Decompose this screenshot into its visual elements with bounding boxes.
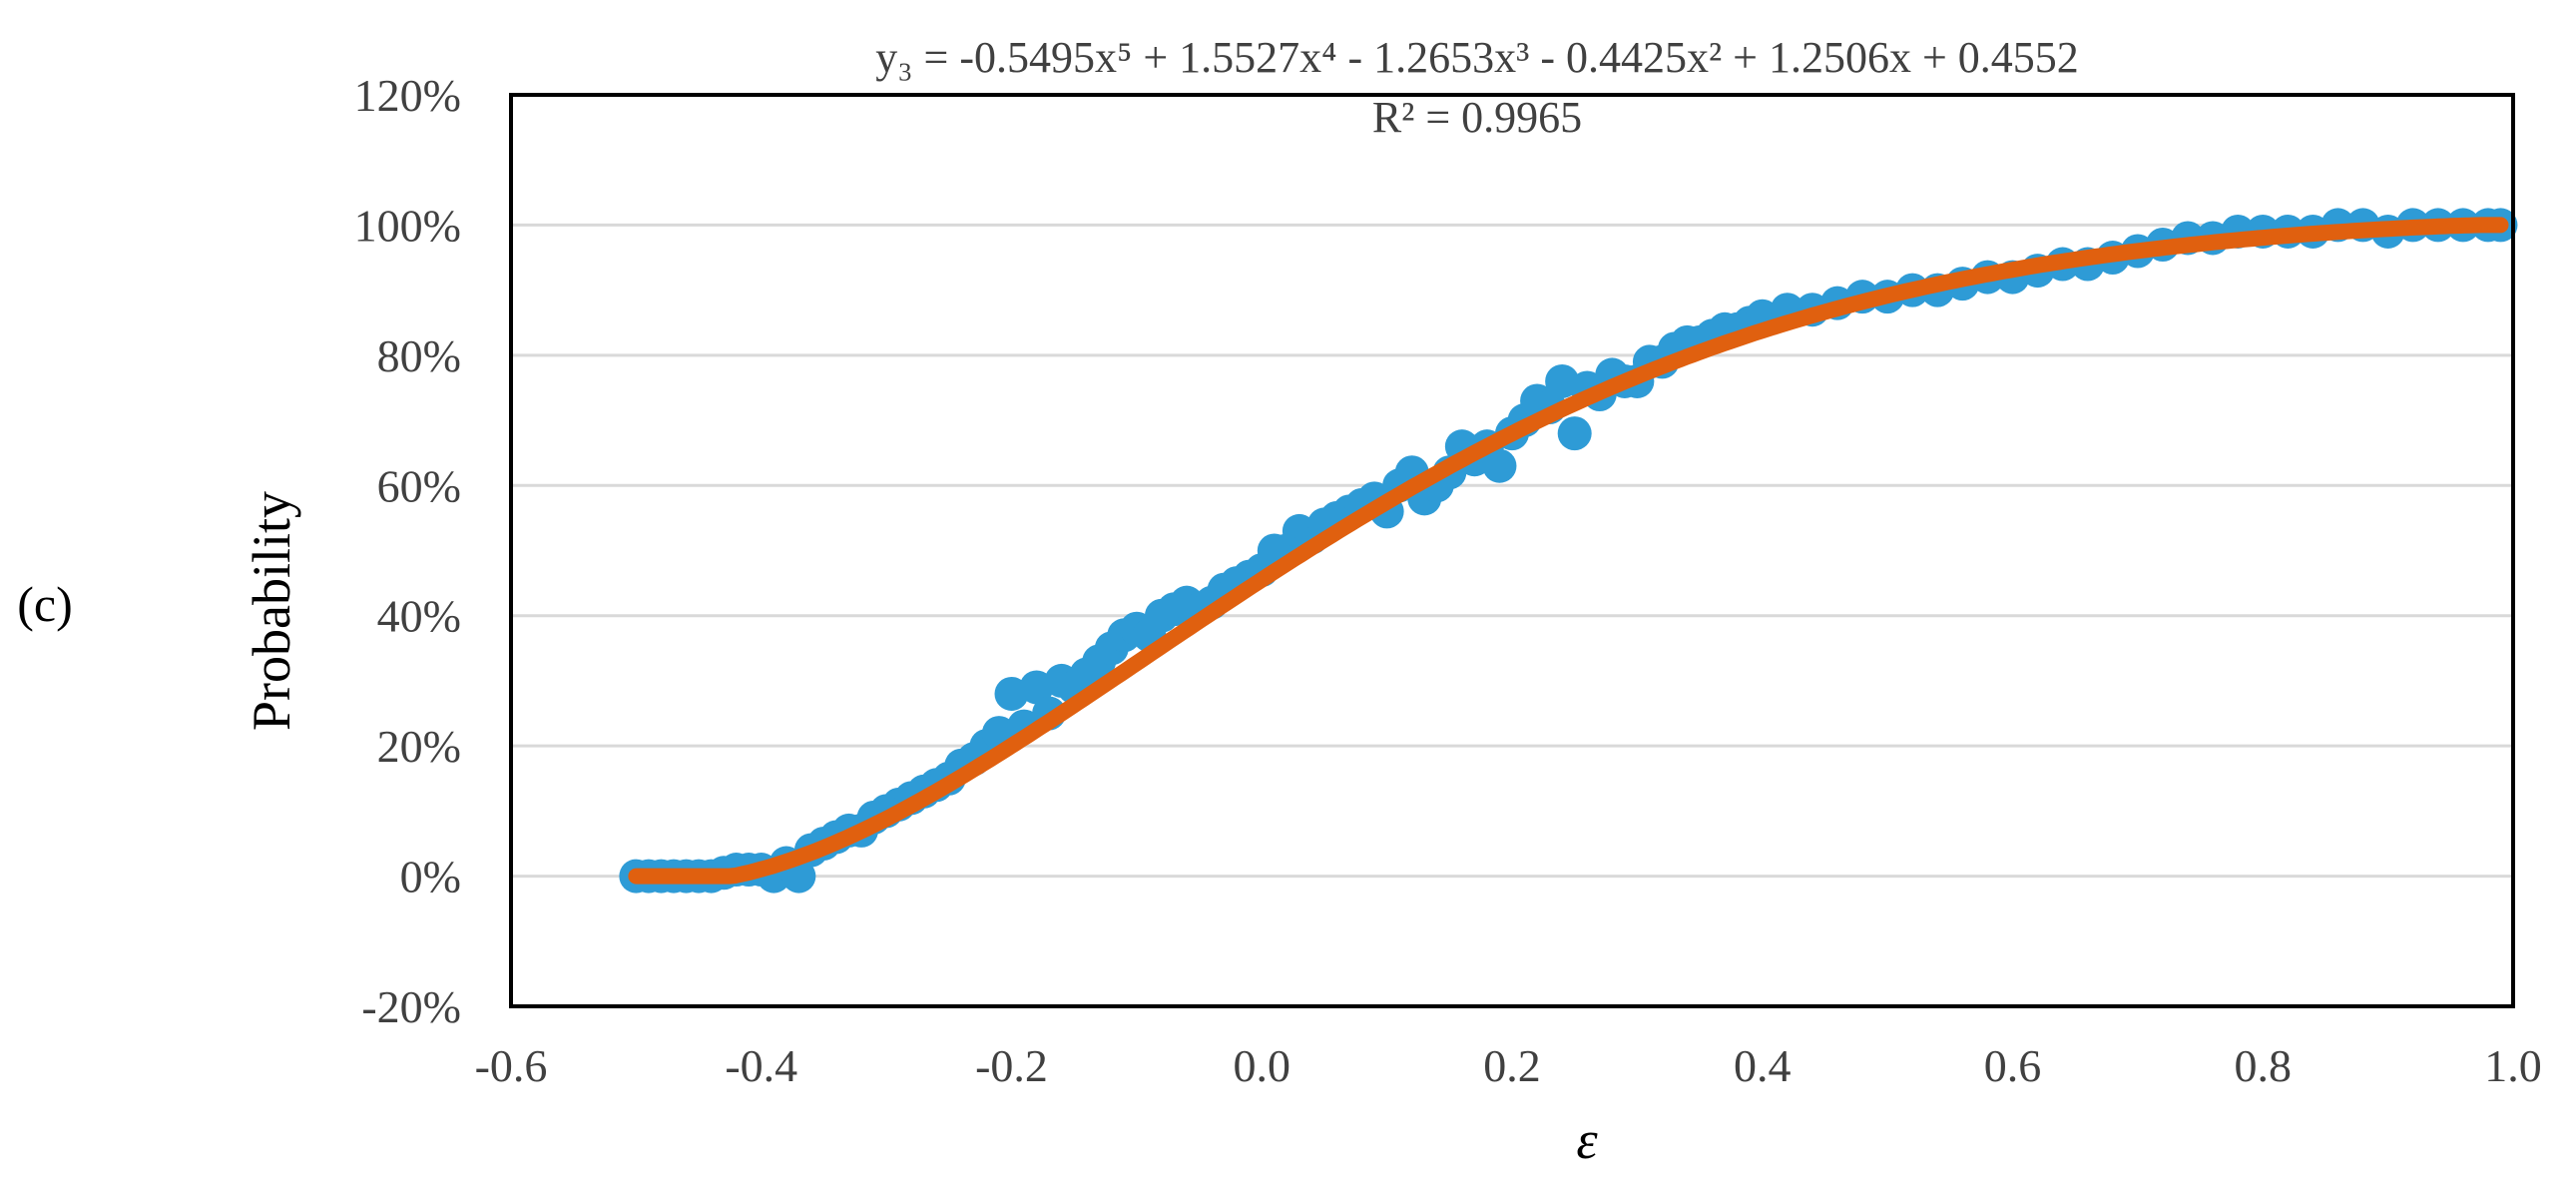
x-tick-label: 0.6 xyxy=(1984,1040,2042,1091)
data-point xyxy=(1482,448,1517,483)
x-tick-label: -0.2 xyxy=(975,1040,1048,1091)
y-tick-label: 60% xyxy=(377,460,461,511)
tick-labels: -20% 0% 20% 40% 60% 80% 100% 120% -0.6 -0.4 -0.2 0.… xyxy=(354,70,2542,1091)
x-tick-label: 0.8 xyxy=(2235,1040,2293,1091)
trendline-layer xyxy=(628,217,2509,885)
gridlines xyxy=(511,223,2513,879)
x-tick-label: -0.6 xyxy=(475,1040,548,1091)
panel-label: (c) xyxy=(17,576,73,632)
x-tick-label: 1.0 xyxy=(2484,1040,2542,1091)
y-tick-label: -20% xyxy=(361,981,461,1032)
y-tick-label: 40% xyxy=(377,591,461,642)
x-tick-label: 0.2 xyxy=(1483,1040,1541,1091)
trendline xyxy=(628,217,2509,885)
data-point xyxy=(1557,416,1592,451)
y-tick-label: 100% xyxy=(354,200,461,251)
x-axis-title: ε xyxy=(1576,1110,1598,1170)
y-tick-label: 80% xyxy=(377,330,461,381)
y-tick-label: 0% xyxy=(400,852,461,902)
x-tick-label: 0.0 xyxy=(1234,1040,1291,1091)
scatter-series xyxy=(619,208,2518,894)
trendline-equation: y₃ = -0.5495x⁵ + 1.5527x⁴ - 1.2653x³ - 0… xyxy=(875,33,2079,82)
x-tick-label: -0.4 xyxy=(725,1040,797,1091)
y-tick-label: 120% xyxy=(354,70,461,121)
plot-frame xyxy=(509,93,2515,1008)
y-tick-label: 20% xyxy=(377,721,461,772)
plot-border xyxy=(509,93,2515,1008)
r-squared-label: R² = 0.9965 xyxy=(1372,93,1582,142)
y-axis-title: Probability xyxy=(242,491,301,731)
x-tick-label: 0.4 xyxy=(1734,1040,1792,1091)
